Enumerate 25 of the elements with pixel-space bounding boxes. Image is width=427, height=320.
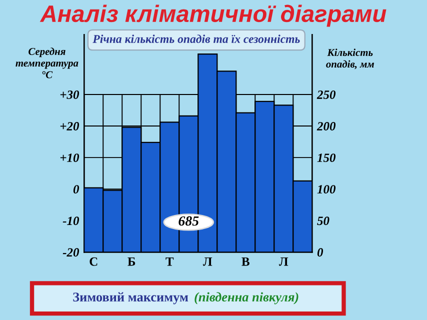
y-tick-label: 0 xyxy=(73,185,80,194)
y2-tick-label: 50 xyxy=(317,216,330,226)
y-tick-label: +10 xyxy=(60,154,80,162)
x-tick-label: В xyxy=(242,258,250,266)
y2-tick-label: 150 xyxy=(317,154,336,162)
text: (південна півкуля) xyxy=(194,292,298,304)
chart-title: Аналіз кліматичної діаграми xyxy=(40,4,386,27)
text: Зимовий максимум xyxy=(73,292,188,304)
y2-tick-label: 250 xyxy=(316,90,336,99)
chart-subtitle: Річна кількість опадів та їх сезонність xyxy=(92,34,300,43)
y2-axis-title: Кількість опадів, мм xyxy=(326,48,374,70)
x-tick-label: Л xyxy=(203,258,212,266)
y-axis-title: Середня температура °С xyxy=(16,48,78,78)
x-tick-label: Б xyxy=(128,258,136,266)
y2-tick-label: 100 xyxy=(317,185,336,194)
y2-tick-label: 200 xyxy=(316,122,336,130)
y-tick-label: +30 xyxy=(60,90,80,99)
x-tick-label: Л xyxy=(279,258,288,266)
y2-tick-label: 0 xyxy=(317,248,324,257)
annotation: 685 xyxy=(178,216,199,226)
x-tick-label: Т xyxy=(166,258,174,266)
y-tick-label: +20 xyxy=(60,122,80,130)
y-tick-label: -20 xyxy=(62,248,80,257)
x-tick-label: С xyxy=(90,257,98,266)
y-tick-label: -10 xyxy=(62,216,80,226)
